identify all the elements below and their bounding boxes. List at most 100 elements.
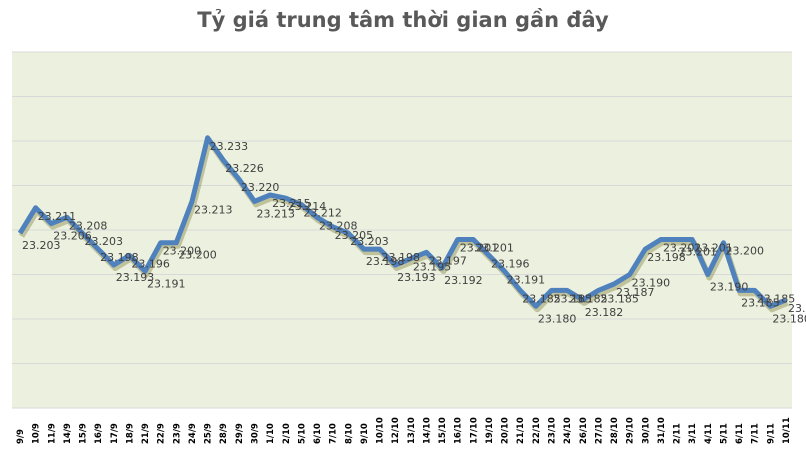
x-axis-labels: 9/9 10/9 11/9 14/9 15/9 16/9 17/9 18/9 21/9 22/9 2… xyxy=(16,417,792,444)
x-tick-label: 1/10 xyxy=(266,423,276,444)
x-tick-label: 16/10 xyxy=(454,417,464,444)
x-tick-label: 22/9 xyxy=(157,423,167,444)
x-tick-label: 2/11 xyxy=(673,423,683,444)
x-tick-label: 7/10 xyxy=(329,423,339,444)
data-label: 23.180 xyxy=(772,312,806,325)
data-label: 23.198 xyxy=(100,251,139,264)
x-tick-label: 4/11 xyxy=(704,423,714,444)
data-label: 23.195 xyxy=(413,261,452,274)
data-label: 23.201 xyxy=(694,242,733,255)
data-label: 23.200 xyxy=(178,249,217,262)
data-label: 23.182 xyxy=(788,302,806,315)
x-tick-label: 6/11 xyxy=(735,423,745,444)
data-label: 23.185 xyxy=(600,292,639,305)
x-tick-label: 9/9 xyxy=(16,429,26,444)
x-tick-label: 20/10 xyxy=(501,417,511,444)
x-tick-label: 24/10 xyxy=(563,417,573,444)
data-label: 23.213 xyxy=(256,207,295,220)
x-tick-label: 5/11 xyxy=(719,423,729,444)
data-label: 23.233 xyxy=(210,140,249,153)
line-shadow xyxy=(18,137,789,313)
x-tick-label: 28/9 xyxy=(219,423,229,444)
x-tick-label: 8/10 xyxy=(344,423,354,444)
x-tick-label: 31/10 xyxy=(657,417,667,444)
data-label: 23.220 xyxy=(241,181,280,194)
x-tick-label: 3/11 xyxy=(688,423,698,444)
data-label: 23.187 xyxy=(616,286,655,299)
data-label: 23.198 xyxy=(366,255,405,268)
data-label: 23.193 xyxy=(397,271,436,284)
data-label: 23.213 xyxy=(194,203,233,216)
data-label: 23.196 xyxy=(491,257,530,270)
data-label: 23.197 xyxy=(428,254,467,267)
x-tick-label: 17/10 xyxy=(469,417,479,444)
data-label: 23.196 xyxy=(131,257,170,270)
x-tick-label: 18/9 xyxy=(125,423,135,444)
data-label: 23.198 xyxy=(647,251,686,264)
data-label: 23.201 xyxy=(475,242,514,255)
data-label: 23.212 xyxy=(303,207,342,220)
data-label: 23.185 xyxy=(554,292,593,305)
data-label: 23.190 xyxy=(710,281,749,294)
x-tick-label: 23/10 xyxy=(548,417,558,444)
data-label: 23.226 xyxy=(225,162,264,175)
data-labels: 23.20323.21123.20623.20823.20323.19823.1… xyxy=(22,140,806,325)
data-label: 23.185 xyxy=(522,292,561,305)
data-label: 23.182 xyxy=(585,306,624,319)
x-tick-label: 14/9 xyxy=(63,423,73,444)
data-label: 23.203 xyxy=(22,239,61,252)
data-label: 23.191 xyxy=(147,277,186,290)
x-tick-label: 21/9 xyxy=(141,423,151,444)
x-tick-label: 9/11 xyxy=(766,423,776,444)
data-label: 23.208 xyxy=(69,219,108,232)
x-tick-label: 29/9 xyxy=(235,423,245,444)
x-tick-label: 2/10 xyxy=(282,423,292,444)
x-tick-label: 9/10 xyxy=(360,423,370,444)
x-tick-label: 15/9 xyxy=(79,423,89,444)
data-label: 23.200 xyxy=(725,245,764,258)
x-tick-label: 21/10 xyxy=(516,417,526,444)
x-tick-label: 14/10 xyxy=(422,417,432,444)
x-tick-label: 7/11 xyxy=(751,423,761,444)
x-tick-label: 24/9 xyxy=(188,423,198,444)
data-label: 23.198 xyxy=(382,251,421,264)
data-label: 23.214 xyxy=(288,200,327,213)
x-tick-label: 6/10 xyxy=(313,423,323,444)
series-line xyxy=(17,135,787,309)
x-tick-label: 19/10 xyxy=(485,417,495,444)
x-tick-label: 29/10 xyxy=(626,417,636,444)
x-tick-label: 11/9 xyxy=(47,423,57,444)
data-label: 23.205 xyxy=(335,229,374,242)
data-label: 23.200 xyxy=(163,245,202,258)
x-tick-label: 13/10 xyxy=(407,417,417,444)
data-label: 23.201 xyxy=(460,242,499,255)
x-tick-label: 27/10 xyxy=(594,417,604,444)
data-label: 23.185 xyxy=(569,292,608,305)
x-tick-label: 28/10 xyxy=(610,417,620,444)
data-label: 23.206 xyxy=(53,230,92,243)
x-tick-label: 15/10 xyxy=(438,417,448,444)
x-tick-label: 10/9 xyxy=(32,423,42,444)
data-label: 23.211 xyxy=(38,210,77,223)
x-tick-label: 30/9 xyxy=(250,423,260,444)
data-label: 23.203 xyxy=(350,235,389,248)
x-tick-label: 12/10 xyxy=(391,417,401,444)
x-tick-label: 25/9 xyxy=(204,423,214,444)
x-tick-label: 26/10 xyxy=(579,417,589,444)
x-tick-label: 16/9 xyxy=(94,423,104,444)
data-label: 23.215 xyxy=(272,197,311,210)
data-label: 23.203 xyxy=(85,235,124,248)
x-tick-label: 23/9 xyxy=(172,423,182,444)
data-label: 23.191 xyxy=(507,273,546,286)
data-label: 23.185 xyxy=(741,296,780,309)
gridlines xyxy=(12,51,792,409)
data-label: 23.193 xyxy=(116,271,155,284)
data-label: 23.208 xyxy=(319,219,358,232)
data-label: 23.180 xyxy=(538,312,577,325)
x-tick-label: 30/10 xyxy=(641,417,651,444)
x-tick-label: 22/10 xyxy=(532,417,542,444)
data-label: 23.201 xyxy=(663,242,702,255)
data-label: 23.201 xyxy=(679,246,718,259)
x-tick-label: 10/11 xyxy=(782,417,792,444)
